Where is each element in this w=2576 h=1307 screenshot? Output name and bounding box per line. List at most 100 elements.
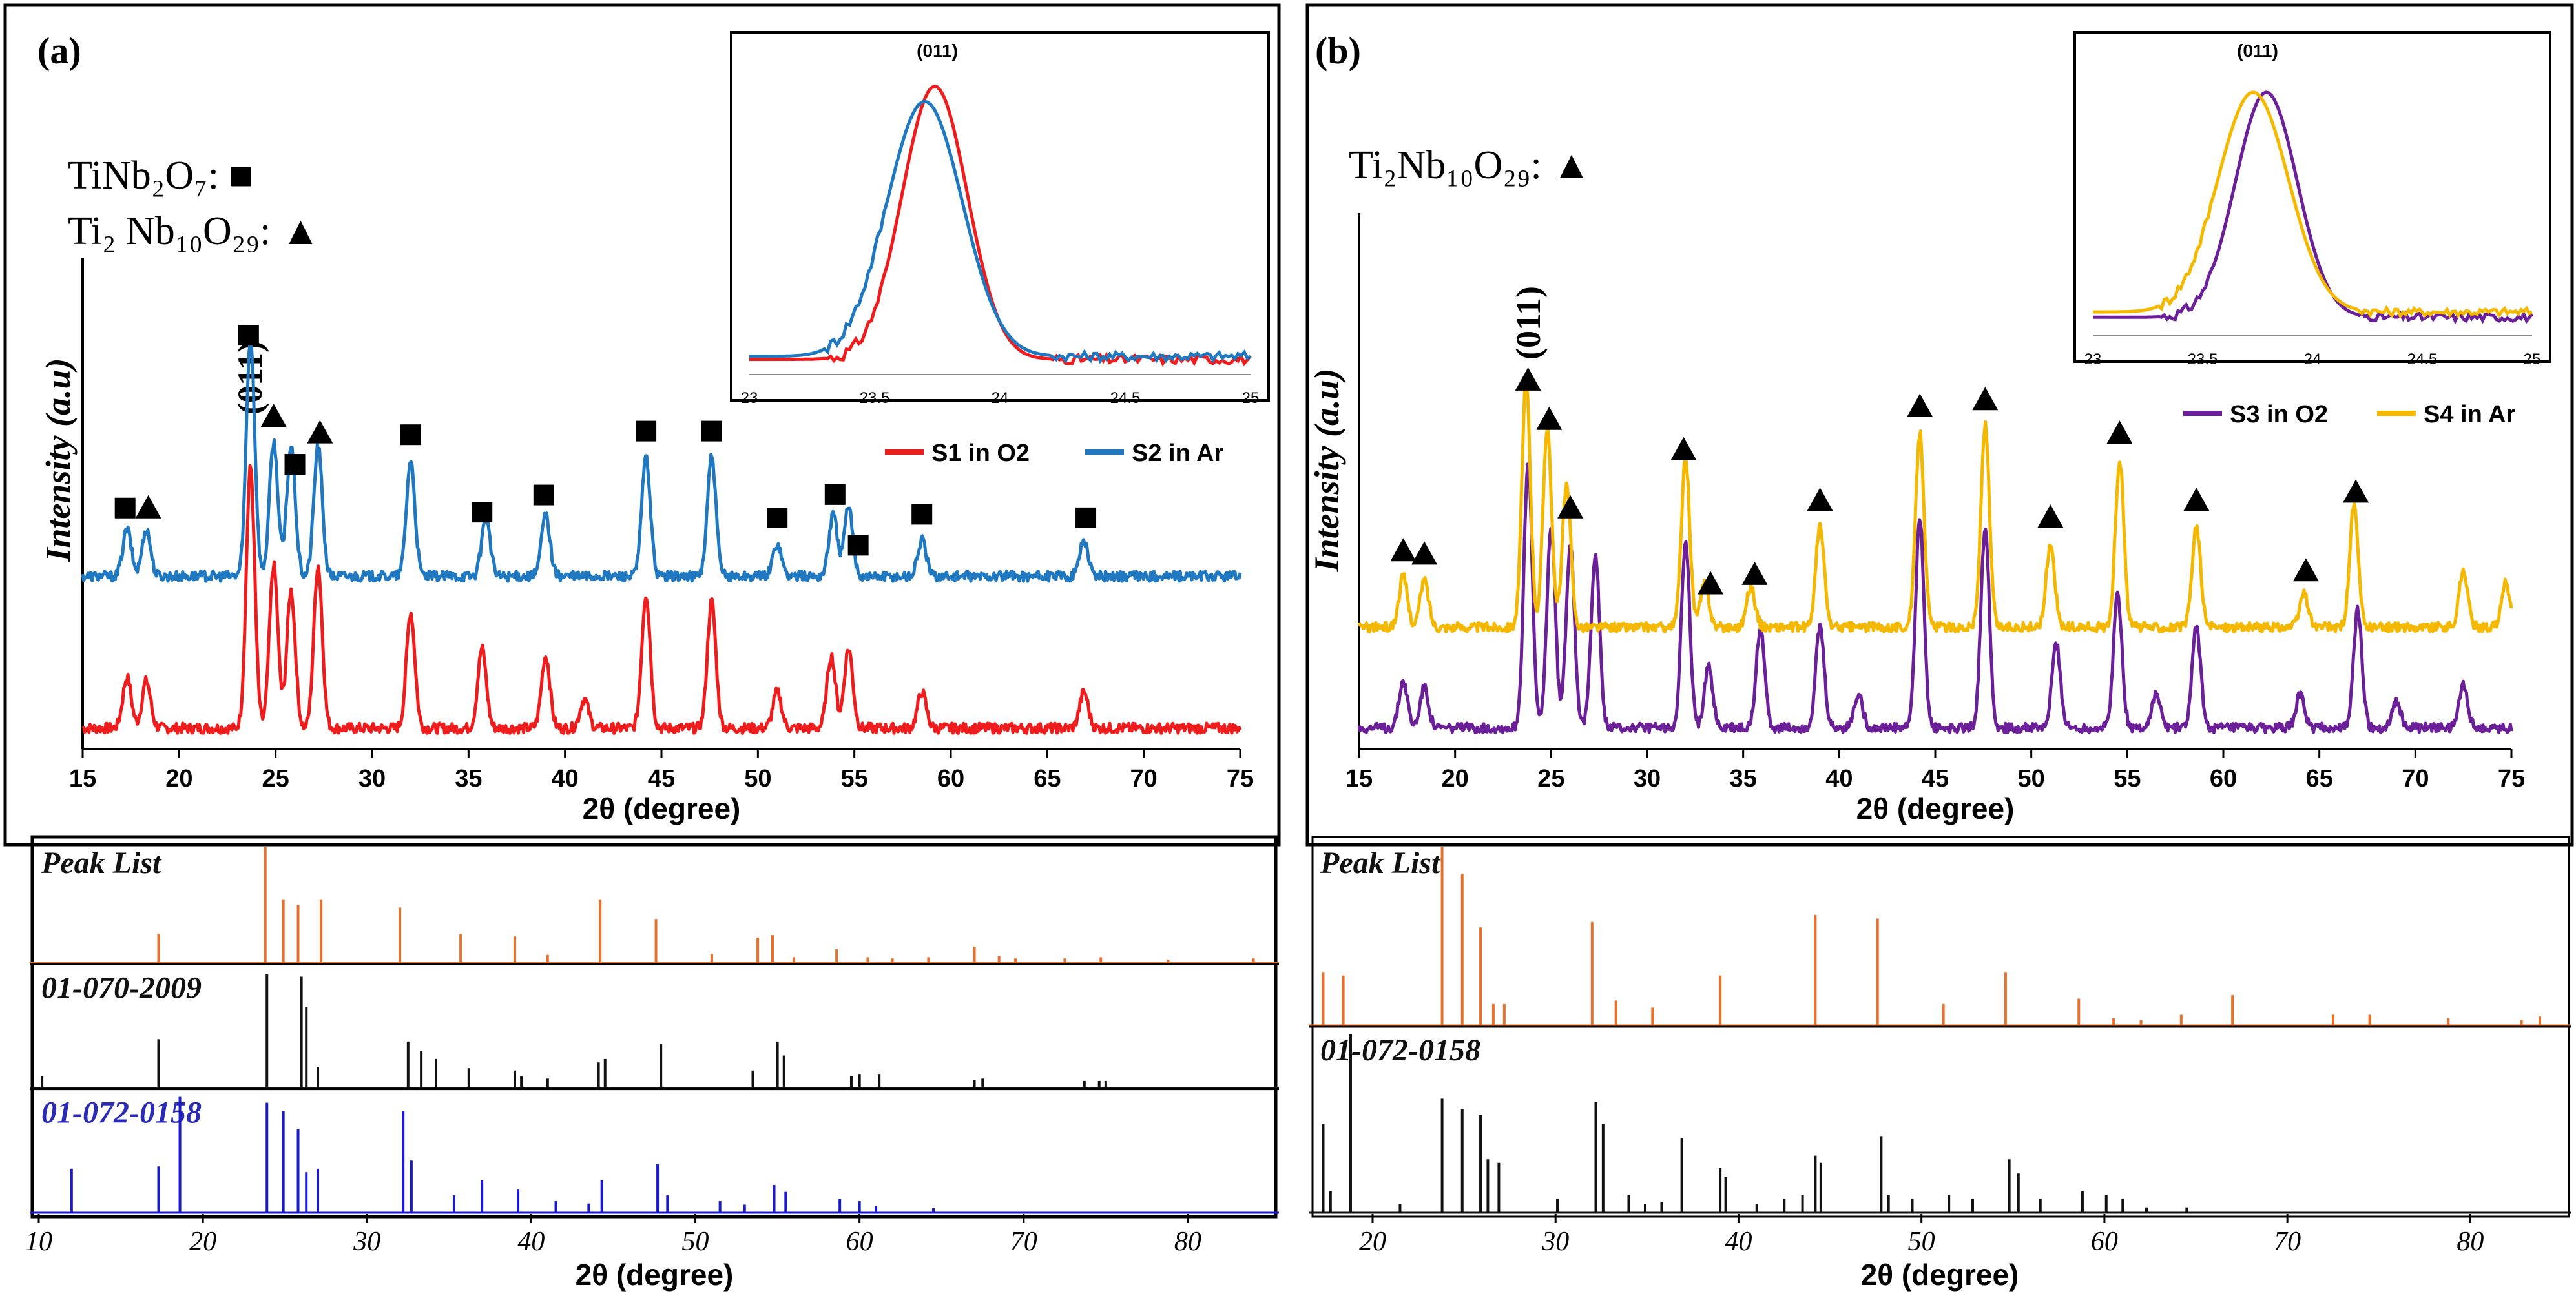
x-axis-title: 2θ (degree) xyxy=(1856,792,2015,825)
x-tick-label: 70 xyxy=(2274,1227,2301,1257)
strip-label: Peak List xyxy=(41,846,162,880)
marker-triangle xyxy=(2037,504,2064,528)
x-tick-label: 75 xyxy=(1227,765,1254,792)
x-tick-label: 45 xyxy=(1922,765,1949,792)
x-axis-title: 2θ (degree) xyxy=(583,792,741,825)
x-tick-label: 80 xyxy=(1174,1227,1201,1257)
marker-triangle xyxy=(1807,488,1833,511)
x-tick-label: 20 xyxy=(189,1227,216,1257)
inset-peak-label: (011) xyxy=(917,41,958,61)
x-tick-label: 40 xyxy=(552,765,579,792)
x-tick-label: 25 xyxy=(1537,765,1564,792)
panel-a-frame xyxy=(3,3,1281,847)
chart-inset-a: 23 23.5 24 24.5 25 (011) S1 in O2 S2 in Ar xyxy=(730,31,1270,467)
x-tick-label: 65 xyxy=(2306,765,2333,792)
series-line xyxy=(81,464,1242,735)
series-line xyxy=(81,338,1242,583)
x-tick-label: 20 xyxy=(1442,765,1469,792)
x-tick-label: 50 xyxy=(1908,1227,1935,1257)
marker-square xyxy=(114,497,136,519)
x-axis-title: 2θ (degree) xyxy=(1861,1258,2019,1292)
marker-square xyxy=(400,424,421,446)
inset-tick-label: 24 xyxy=(2304,351,2322,368)
marker-square xyxy=(767,508,788,528)
x-tick-label: 50 xyxy=(682,1227,709,1257)
y-axis-label-a: Intensity (a.u) xyxy=(39,358,78,562)
strip-label: 01-072-0158 xyxy=(1320,1033,1480,1067)
inset-tick-label: 25 xyxy=(2524,351,2541,368)
inset-tick-label: 25 xyxy=(1242,389,1260,407)
marker-triangle xyxy=(2183,488,2210,511)
x-tick-label: 15 xyxy=(69,765,96,792)
marker-triangle xyxy=(2106,420,2133,444)
chart-ref-a: Peak List 01-070-2009 01-072-0158 10 20 30 40 5… xyxy=(25,846,1279,1292)
y-axis-label-b: Intensity (a.u) xyxy=(1307,368,1346,572)
marker-square xyxy=(824,484,846,505)
inset-tick-label: 23.5 xyxy=(860,389,890,407)
chart-main-a: 15 20 25 30 35 40 45 50 55 60 65 70 75 2θ (degree) xyxy=(69,258,1254,825)
marker-triangle xyxy=(1390,538,1417,562)
ref-a-frame xyxy=(30,835,1278,1219)
strip-label: Peak List xyxy=(1320,846,1441,880)
strip-label: 01-070-2009 xyxy=(41,971,202,1005)
x-tick-label: 70 xyxy=(1010,1227,1037,1257)
inset-series-line xyxy=(749,99,1252,364)
x-tick-label: 55 xyxy=(841,765,868,792)
marker-square xyxy=(472,502,493,523)
series-line xyxy=(1357,380,2513,633)
panel-b-label: (b) xyxy=(1315,30,1361,72)
inset-tick-label: 24.5 xyxy=(2407,351,2438,368)
inset-tick-label: 23 xyxy=(2084,351,2102,368)
x-tick-label: 30 xyxy=(353,1227,380,1257)
x-tick-label: 60 xyxy=(846,1227,873,1257)
marker-triangle xyxy=(1972,387,1999,411)
marker-triangle xyxy=(1670,437,1697,460)
inset-tick-label: 23.5 xyxy=(2188,351,2218,368)
marker-square xyxy=(533,484,554,506)
x-tick-label: 50 xyxy=(2018,765,2045,792)
inset-tick-label: 23 xyxy=(741,389,758,407)
x-tick-label: 20 xyxy=(165,765,192,792)
inset-tick-label: 24 xyxy=(992,389,1009,407)
hkl-label-b: (011) xyxy=(1509,286,1548,360)
x-tick-label: 60 xyxy=(937,765,964,792)
legend-phase-tinb2o7: TiNb₂O₇: ■ xyxy=(68,154,253,198)
x-tick-label: 55 xyxy=(2114,765,2141,792)
marker-square xyxy=(701,420,722,442)
legend-label: S3 in O2 xyxy=(2230,401,2328,428)
x-tick-label: 45 xyxy=(648,765,675,792)
strip-label: 01-072-0158 xyxy=(41,1096,202,1130)
x-tick-label: 30 xyxy=(1541,1227,1569,1257)
marker-triangle xyxy=(307,420,333,444)
x-tick-label: 80 xyxy=(2457,1227,2484,1257)
x-tick-label: 20 xyxy=(1359,1227,1386,1257)
legend-phase-ti2nb10o29-b: Ti₂Nb₁₀O₂₉: ▲ xyxy=(1349,143,1592,187)
marker-triangle xyxy=(1741,561,1768,585)
x-tick-label: 10 xyxy=(25,1227,52,1257)
marker-triangle xyxy=(1515,367,1541,391)
x-tick-label: 40 xyxy=(1825,765,1853,792)
marker-triangle xyxy=(1557,495,1584,519)
x-tick-label: 60 xyxy=(2091,1227,2118,1257)
x-axis-title: 2θ (degree) xyxy=(576,1258,734,1292)
legend-label: S1 in O2 xyxy=(931,440,1030,467)
chart-ref-b: Peak List 01-072-0158 20 30 40 50 60 70 80 2θ (de… xyxy=(1309,846,2571,1292)
x-tick-label: 65 xyxy=(1034,765,1061,792)
inset-frame xyxy=(730,31,1270,402)
marker-triangle xyxy=(1536,406,1563,430)
x-tick-label: 35 xyxy=(455,765,482,792)
marker-triangle xyxy=(1698,571,1724,595)
x-tick-label: 15 xyxy=(1345,765,1373,792)
legend-label: S4 in Ar xyxy=(2424,401,2515,428)
x-tick-label: 70 xyxy=(1130,765,1158,792)
x-tick-label: 25 xyxy=(262,765,289,792)
marker-square xyxy=(238,325,259,346)
panel-a-label: (a) xyxy=(37,30,81,72)
x-tick-label: 30 xyxy=(1634,765,1661,792)
x-tick-label: 50 xyxy=(744,765,771,792)
marker-triangle xyxy=(260,404,287,427)
inset-peak-label: (011) xyxy=(2237,41,2278,61)
x-tick-label: 40 xyxy=(517,1227,545,1257)
legend-phase-ti2nb10o29: Ti₂ Nb₁₀O₂₉: ▲ xyxy=(68,209,320,253)
x-tick-label: 30 xyxy=(358,765,386,792)
